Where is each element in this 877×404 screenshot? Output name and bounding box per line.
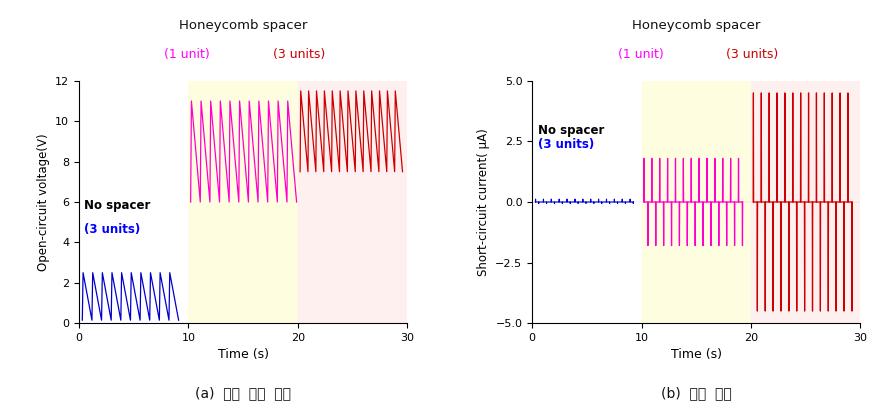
Bar: [297, 81, 407, 323]
Text: (3 units): (3 units): [725, 48, 777, 61]
X-axis label: Time (s): Time (s): [217, 349, 268, 362]
Bar: [189, 81, 297, 323]
X-axis label: Time (s): Time (s): [670, 349, 721, 362]
Text: No spacer: No spacer: [537, 124, 603, 137]
Text: Honeycomb spacer: Honeycomb spacer: [631, 19, 759, 32]
Text: (a)  개방  회로  전압: (a) 개방 회로 전압: [195, 386, 291, 400]
Text: (3 units): (3 units): [273, 48, 324, 61]
Bar: [750, 81, 859, 323]
Text: Honeycomb spacer: Honeycomb spacer: [179, 19, 307, 32]
Y-axis label: Short-circuit current( μA): Short-circuit current( μA): [476, 128, 489, 276]
Bar: [641, 81, 750, 323]
Text: (3 units): (3 units): [84, 223, 140, 236]
Text: (b)  단락  전류: (b) 단락 전류: [660, 386, 731, 400]
Text: No spacer: No spacer: [84, 199, 151, 212]
Text: (1 unit): (1 unit): [617, 48, 663, 61]
Text: (1 unit): (1 unit): [164, 48, 210, 61]
Y-axis label: Open-circuit voltage(V): Open-circuit voltage(V): [37, 133, 50, 271]
Text: (3 units): (3 units): [537, 138, 593, 151]
